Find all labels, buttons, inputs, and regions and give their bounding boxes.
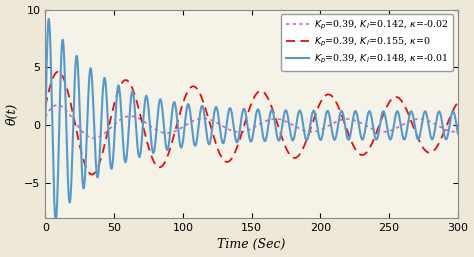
$K_p$=0.39, $K_I$=0.142, $\kappa$=-0.02 <box>287 122 292 125</box>
$K_p$=0.39, $K_I$=0.142, $\kappa$=-0.02 <box>455 130 461 133</box>
$K_p$=0.39, $K_I$=0.155, $\kappa$=0 <box>89 173 95 176</box>
Line: $K_p$=0.39, $K_I$=0.148, $\kappa$=-0.01: $K_p$=0.39, $K_I$=0.148, $\kappa$=-0.01 <box>46 19 458 221</box>
$K_p$=0.39, $K_I$=0.155, $\kappa$=0 <box>287 153 292 156</box>
$K_p$=0.39, $K_I$=0.155, $\kappa$=0 <box>43 105 48 108</box>
$K_p$=0.39, $K_I$=0.148, $\kappa$=-0.01 <box>43 124 48 127</box>
$K_p$=0.39, $K_I$=0.148, $\kappa$=-0.01 <box>46 17 52 21</box>
$K_p$=0.39, $K_I$=0.155, $\kappa$=0 <box>55 70 61 73</box>
$K_p$=0.39, $K_I$=0.148, $\kappa$=-0.01 <box>53 219 59 222</box>
$K_p$=0.39, $K_I$=0.155, $\kappa$=0 <box>348 140 354 143</box>
$K_p$=0.39, $K_I$=0.148, $\kappa$=-0.01 <box>192 144 198 147</box>
X-axis label: Time (Sec): Time (Sec) <box>218 238 286 251</box>
$K_p$=0.39, $K_I$=0.155, $\kappa$=0 <box>64 84 69 87</box>
$K_p$=0.39, $K_I$=0.142, $\kappa$=-0.02 <box>371 128 376 131</box>
$K_p$=0.39, $K_I$=0.148, $\kappa$=-0.01 <box>371 127 376 130</box>
$K_p$=0.39, $K_I$=0.142, $\kappa$=-0.02 <box>305 130 310 133</box>
$K_p$=0.39, $K_I$=0.155, $\kappa$=0 <box>192 85 198 88</box>
$K_p$=0.39, $K_I$=0.155, $\kappa$=0 <box>371 139 376 142</box>
$K_p$=0.39, $K_I$=0.142, $\kappa$=-0.02 <box>91 136 97 140</box>
$K_p$=0.39, $K_I$=0.148, $\kappa$=-0.01 <box>455 132 461 135</box>
$K_p$=0.39, $K_I$=0.148, $\kappa$=-0.01 <box>348 128 354 131</box>
$K_p$=0.39, $K_I$=0.142, $\kappa$=-0.02 <box>348 118 354 121</box>
$K_p$=0.39, $K_I$=0.148, $\kappa$=-0.01 <box>305 137 310 140</box>
$K_p$=0.39, $K_I$=0.142, $\kappa$=-0.02 <box>43 115 48 118</box>
$K_p$=0.39, $K_I$=0.155, $\kappa$=0 <box>455 101 461 104</box>
$K_p$=0.39, $K_I$=0.142, $\kappa$=-0.02 <box>64 109 69 112</box>
$K_p$=0.39, $K_I$=0.155, $\kappa$=0 <box>305 135 310 139</box>
$K_p$=0.39, $K_I$=0.142, $\kappa$=-0.02 <box>55 104 60 107</box>
Line: $K_p$=0.39, $K_I$=0.142, $\kappa$=-0.02: $K_p$=0.39, $K_I$=0.142, $\kappa$=-0.02 <box>46 105 458 138</box>
$K_p$=0.39, $K_I$=0.148, $\kappa$=-0.01 <box>64 121 69 124</box>
$K_p$=0.39, $K_I$=0.142, $\kappa$=-0.02 <box>192 119 198 122</box>
Line: $K_p$=0.39, $K_I$=0.155, $\kappa$=0: $K_p$=0.39, $K_I$=0.155, $\kappa$=0 <box>46 72 458 175</box>
Legend: $K_p$=0.39, $K_I$=0.142, $\kappa$=-0.02, $K_p$=0.39, $K_I$=0.155, $\kappa$=0, $K: $K_p$=0.39, $K_I$=0.142, $\kappa$=-0.02,… <box>281 14 453 71</box>
$K_p$=0.39, $K_I$=0.148, $\kappa$=-0.01 <box>287 126 292 129</box>
Y-axis label: θ(t): θ(t) <box>6 103 18 125</box>
